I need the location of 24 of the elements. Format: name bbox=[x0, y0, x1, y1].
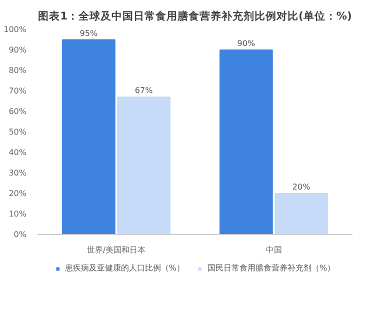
legend-label: 国民日常食用膳食营养补充剂（%） bbox=[208, 262, 336, 274]
x-tick-label: 世界/美国和日本 bbox=[86, 246, 146, 254]
data-label: 95% bbox=[80, 28, 98, 38]
bar bbox=[117, 96, 170, 234]
y-tick-label: 30% bbox=[8, 168, 27, 178]
y-tick-label: 10% bbox=[8, 210, 27, 218]
bar bbox=[220, 50, 273, 234]
y-tick-label: 100% bbox=[4, 25, 27, 34]
legend-label: 患疾病及亚健康的人口比例（%） bbox=[64, 262, 184, 274]
data-label: 67% bbox=[134, 86, 154, 96]
y-tick-label: 70% bbox=[8, 86, 27, 96]
y-tick-label: 60% bbox=[8, 107, 27, 116]
y-tick-label: 50% bbox=[8, 128, 27, 136]
data-label: 90% bbox=[237, 39, 256, 48]
x-tick-label: 中国 bbox=[266, 246, 282, 254]
y-tick-label: 90% bbox=[8, 46, 27, 54]
data-label: 20% bbox=[292, 182, 311, 192]
bar bbox=[274, 193, 328, 234]
bar bbox=[62, 39, 116, 234]
y-tick-label: 80% bbox=[8, 66, 27, 75]
y-tick-label: 40% bbox=[8, 148, 27, 157]
chart-title: 图表1：全球及中国日常食用膳食营养补充剂比例对比(单位：%) bbox=[38, 10, 352, 22]
y-tick-label: 20% bbox=[8, 189, 27, 198]
y-tick-label: 0% bbox=[14, 230, 27, 239]
